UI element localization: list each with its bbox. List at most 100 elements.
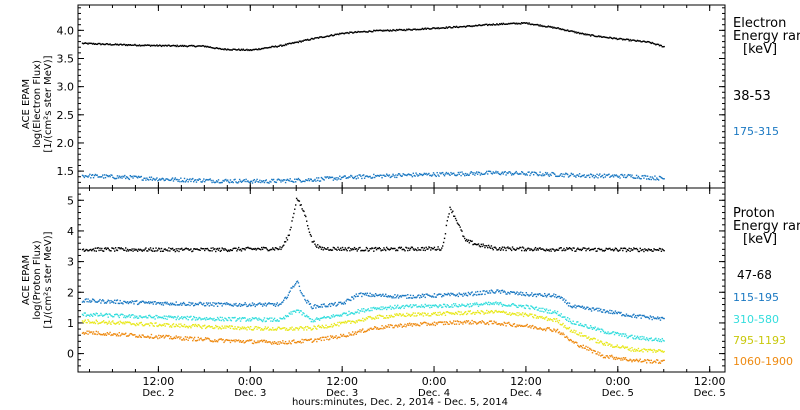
proton-data-point: [461, 293, 463, 296]
proton-data-point: [483, 313, 485, 315]
proton-data-point: [215, 319, 218, 321]
electron-data-point: [215, 47, 218, 49]
proton-data-point: [432, 296, 435, 298]
electron-data-point: [95, 43, 98, 45]
proton-data-point: [106, 313, 109, 316]
proton-data-point: [385, 295, 388, 298]
electron-data-point: [465, 25, 468, 28]
electron-data-point: [268, 46, 270, 49]
proton-data-point: [128, 314, 131, 316]
proton-data-point: [453, 313, 456, 316]
proton-data-point: [464, 305, 467, 308]
proton-data-point: [478, 321, 481, 323]
proton-data-point: [268, 249, 270, 252]
proton-data-point: [89, 315, 91, 317]
proton-data-point: [82, 331, 85, 334]
electron-data-point: [155, 44, 157, 47]
proton-data-point: [86, 321, 88, 324]
proton-data-point: [463, 312, 465, 315]
proton-data-point: [386, 306, 389, 309]
electron-data-point: [298, 179, 301, 181]
electron-data-point: [458, 173, 460, 175]
proton-data-point: [505, 249, 507, 252]
proton-data-point: [203, 248, 205, 250]
proton-data-point: [564, 301, 566, 303]
proton-data-point: [366, 309, 369, 311]
proton-data-point: [498, 290, 501, 292]
proton-data-point: [263, 328, 266, 330]
electron-data-point: [430, 28, 433, 30]
electron-data-point: [540, 174, 542, 176]
proton-data-point: [193, 304, 195, 307]
proton-data-point: [615, 332, 618, 335]
proton-data-point: [173, 336, 176, 339]
electron-ytick-label: 4.0: [57, 24, 75, 37]
proton-data-point: [643, 250, 645, 253]
proton-data-point: [248, 304, 250, 306]
electron-data-point: [476, 25, 478, 27]
proton-data-point: [477, 305, 480, 308]
electron-data-point: [650, 42, 652, 45]
proton-data-point: [402, 248, 404, 250]
proton-data-point: [215, 324, 217, 327]
proton-data-point: [473, 293, 475, 296]
proton-data-point: [506, 247, 508, 249]
proton-data-point: [374, 307, 376, 310]
electron-data-point: [635, 174, 638, 177]
electron-data-point: [651, 41, 653, 44]
proton-data-point: [125, 250, 128, 252]
proton-data-point: [92, 322, 95, 324]
proton-data-point: [259, 318, 261, 321]
proton-data-point: [300, 204, 302, 206]
proton-data-point: [521, 324, 523, 327]
proton-data-point: [110, 299, 112, 302]
proton-data-point: [286, 296, 289, 299]
electron-data-point: [209, 178, 211, 180]
electron-data-point: [321, 36, 324, 39]
proton-data-point: [422, 322, 425, 324]
proton-data-point: [193, 248, 195, 250]
proton-data-point: [374, 295, 376, 298]
electron-data-point: [532, 171, 534, 173]
proton-data-point: [386, 326, 389, 328]
proton-data-point: [485, 244, 487, 247]
electron-data-point: [274, 45, 277, 47]
proton-data-point: [511, 303, 514, 305]
proton-data-point: [656, 339, 658, 342]
proton-data-point: [565, 299, 567, 302]
electron-data-point: [600, 36, 603, 38]
proton-data-point: [532, 249, 534, 252]
proton-data-point: [138, 249, 141, 251]
proton-data-point: [205, 248, 208, 250]
proton-data-point: [382, 328, 384, 330]
electron-data-point: [513, 172, 516, 175]
electron-data-point: [463, 173, 465, 175]
electron-data-point: [208, 46, 211, 48]
proton-data-point: [200, 302, 202, 304]
electron-data-point: [239, 49, 242, 52]
electron-data-point: [641, 175, 643, 177]
electron-data-point: [198, 178, 200, 180]
proton-data-point: [402, 304, 404, 307]
proton-data-point: [200, 318, 202, 321]
electron-data-point: [623, 38, 625, 40]
electron-data-point: [453, 174, 456, 176]
proton-data-point: [256, 248, 258, 250]
electron-data-point: [329, 34, 332, 37]
proton-data-point: [452, 306, 454, 308]
proton-data-point: [539, 310, 541, 312]
proton-data-point: [396, 314, 399, 316]
proton-data-point: [405, 294, 407, 297]
proton-data-point: [397, 314, 400, 317]
proton-data-point: [350, 299, 352, 302]
proton-data-point: [324, 305, 326, 307]
proton-data-point: [625, 335, 628, 337]
proton-data-point: [161, 302, 164, 304]
proton-data-point: [363, 311, 366, 313]
proton-data-point: [536, 309, 539, 311]
proton-data-point: [442, 312, 444, 315]
proton-data-point: [628, 349, 630, 351]
proton-data-point: [445, 311, 448, 313]
proton-data-point: [472, 303, 474, 305]
electron-data-point: [605, 174, 607, 176]
